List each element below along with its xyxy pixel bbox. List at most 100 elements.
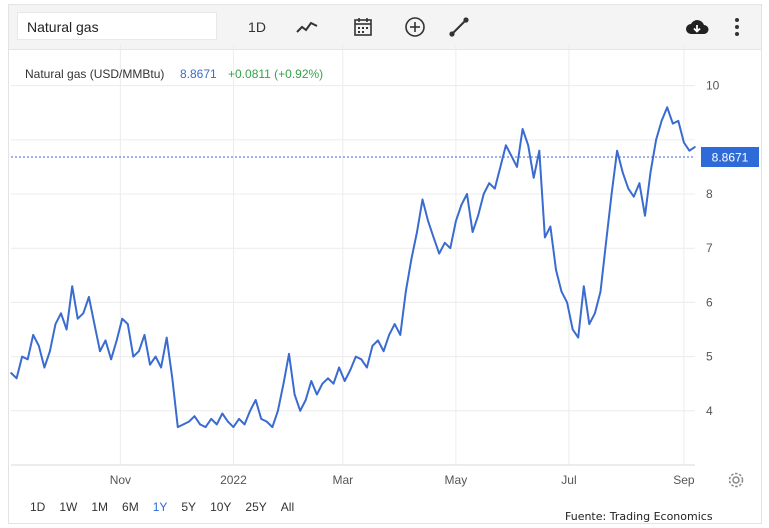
line-chart-icon[interactable] <box>293 13 321 41</box>
data-point <box>332 382 335 385</box>
range-button-all[interactable]: All <box>280 500 295 514</box>
data-point <box>610 193 613 195</box>
data-point <box>177 426 179 428</box>
price-chart[interactable]: Nov 2022 Mar May Jul Sep 4 5 6 7 8 10 Natural gas … <box>9 5 761 523</box>
data-point <box>143 334 146 336</box>
range-button-1m[interactable]: 1M <box>91 500 109 514</box>
data-point <box>438 252 441 255</box>
data-point <box>444 242 446 244</box>
data-point <box>488 182 491 184</box>
data-point <box>65 328 68 331</box>
data-point <box>321 382 324 385</box>
draw-line-icon[interactable] <box>445 13 473 41</box>
data-point <box>193 415 196 418</box>
data-point <box>599 290 602 293</box>
data-point <box>505 144 507 147</box>
data-point <box>627 187 630 190</box>
data-point <box>60 312 62 315</box>
data-point <box>499 166 502 168</box>
more-vertical-icon[interactable] <box>723 13 751 41</box>
data-point <box>388 334 390 336</box>
data-point <box>655 139 657 141</box>
data-point <box>277 410 279 412</box>
data-point <box>188 420 190 423</box>
data-point <box>71 285 73 288</box>
data-point <box>538 149 541 152</box>
source-label: Fuente: Trading Economics <box>565 510 713 523</box>
data-point <box>271 426 274 428</box>
data-point <box>232 426 235 428</box>
range-button-5y[interactable]: 5Y <box>181 500 197 514</box>
data-point <box>666 106 668 109</box>
symbol-search-input[interactable]: Natural gas <box>17 12 217 40</box>
data-point <box>432 236 435 239</box>
data-point <box>88 296 90 298</box>
range-button-6m[interactable]: 6M <box>122 500 139 514</box>
data-point <box>471 231 474 233</box>
data-point <box>199 423 201 426</box>
data-point <box>104 339 107 342</box>
data-point <box>216 423 218 426</box>
data-point <box>338 366 340 369</box>
range-button-1y[interactable]: 1Y <box>152 500 168 514</box>
data-point <box>76 317 79 320</box>
data-point <box>288 353 290 355</box>
data-point <box>327 377 329 380</box>
data-point <box>688 149 691 152</box>
x-tick-label: May <box>445 473 468 487</box>
data-point <box>621 171 624 174</box>
chart-toolbar: Natural gas 1D <box>9 5 761 50</box>
data-point <box>672 122 674 125</box>
data-point <box>171 377 174 380</box>
interval-button[interactable]: 1D <box>248 19 266 35</box>
data-point <box>455 220 457 222</box>
data-point <box>243 423 246 426</box>
data-point <box>660 120 663 122</box>
data-point <box>38 345 40 347</box>
data-point <box>677 120 680 122</box>
data-point <box>43 366 46 369</box>
data-point <box>460 204 463 206</box>
data-point <box>449 247 452 249</box>
calendar-icon[interactable] <box>349 13 377 41</box>
x-tick-label: Sep <box>673 473 695 487</box>
data-point <box>527 144 529 147</box>
data-point <box>649 171 652 174</box>
data-point <box>110 358 112 361</box>
range-button-10y[interactable]: 10Y <box>210 500 232 514</box>
data-point <box>15 377 18 380</box>
data-point <box>560 290 563 293</box>
data-point <box>343 380 346 382</box>
data-point <box>238 418 240 420</box>
data-point <box>494 187 496 190</box>
data-point <box>249 410 251 412</box>
range-button-1d[interactable]: 1D <box>30 500 46 514</box>
x-tick-label: 2022 <box>220 473 247 487</box>
add-compare-icon[interactable] <box>401 13 429 41</box>
data-point <box>583 285 585 288</box>
data-point <box>683 141 685 144</box>
data-point <box>555 269 557 271</box>
data-point <box>355 355 357 358</box>
data-point <box>304 399 307 401</box>
data-point <box>221 412 224 415</box>
data-point <box>121 317 123 320</box>
data-point <box>594 312 596 315</box>
y-tick-label: 6 <box>706 295 713 309</box>
download-icon[interactable] <box>683 13 711 41</box>
data-point <box>316 393 318 396</box>
data-point <box>393 323 396 325</box>
data-point <box>21 355 23 358</box>
settings-icon[interactable] <box>727 471 747 491</box>
data-point <box>204 426 207 428</box>
range-button-1w[interactable]: 1W <box>59 500 78 514</box>
time-range-selector: 1D 1W 1M 6M 1Y 5Y 10Y 25Y All <box>23 497 301 517</box>
data-point <box>93 323 96 325</box>
data-point <box>82 312 85 315</box>
data-point <box>282 382 285 385</box>
data-point <box>371 345 374 347</box>
data-point <box>482 193 485 195</box>
range-button-25y[interactable]: 25Y <box>245 500 267 514</box>
data-point <box>544 236 546 239</box>
data-point <box>405 290 407 293</box>
